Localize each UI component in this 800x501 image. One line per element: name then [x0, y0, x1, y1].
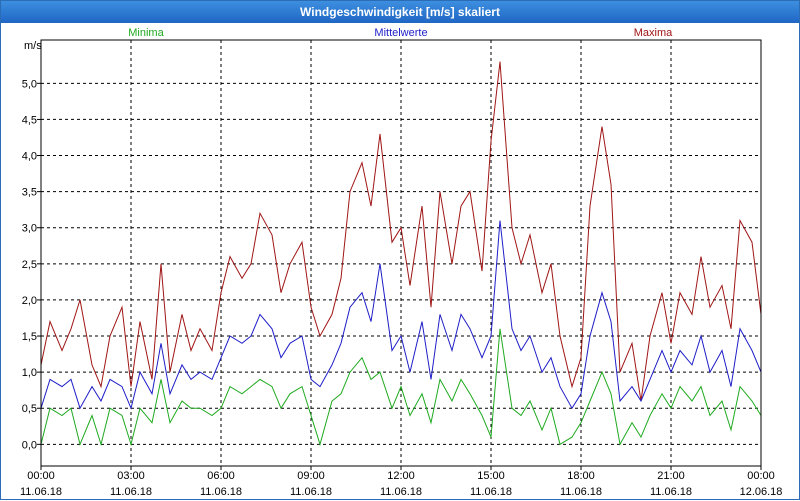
y-tick-label: 4,0	[22, 151, 37, 163]
x-tick-time: 03:00	[117, 470, 145, 482]
x-tick-date: 11.06.18	[110, 486, 152, 498]
x-tick-date: 11.06.18	[470, 486, 512, 498]
x-tick-date: 11.06.18	[200, 486, 242, 498]
y-tick-label: 3,0	[22, 223, 37, 235]
x-tick-time: 15:00	[477, 470, 505, 482]
y-axis: 0,0 0,5 1,0 1,5 2,0 2,5 3,0 3,5 4,0 4,5 5,0	[22, 78, 41, 451]
plot-frame	[40, 39, 762, 467]
y-tick-label: 2,0	[22, 295, 37, 307]
y-tick-label: 2,5	[22, 259, 37, 271]
x-tick-date: 12.06.18	[740, 486, 783, 498]
x-tick-date: 11.06.18	[290, 486, 332, 498]
legend-maxima: Maxima	[634, 27, 673, 39]
legend-minima: Minima	[128, 27, 164, 39]
series-lines	[40, 61, 762, 447]
y-tick-label: 0,0	[22, 439, 37, 451]
x-tick-time: 06:00	[207, 470, 235, 482]
y-tick-label: 1,0	[22, 367, 37, 379]
legend-mittelwerte: Mittelwerte	[374, 27, 427, 39]
x-tick-time: 18:00	[567, 470, 595, 482]
wind-speed-chart: m/s Minima Mittelwerte Maxima 0,0 0,5 1,0 1…	[20, 27, 782, 498]
x-tick-time: 00:00	[747, 470, 775, 482]
minima-line	[40, 328, 762, 447]
x-tick-time: 21:00	[657, 470, 685, 482]
mittelwerte-line	[40, 220, 762, 410]
grid	[41, 40, 761, 466]
y-tick-label: 0,5	[22, 403, 37, 415]
x-tick-time: 12:00	[387, 470, 415, 482]
x-tick-date: 11.06.18	[20, 486, 62, 498]
x-tick-date: 11.06.18	[560, 486, 602, 498]
y-axis-unit: m/s	[24, 40, 42, 52]
x-tick-date: 11.06.18	[650, 486, 692, 498]
y-tick-label: 1,5	[22, 331, 37, 343]
x-tick-time: 09:00	[297, 470, 325, 482]
y-tick-label: 4,5	[22, 114, 37, 126]
y-tick-label: 3,5	[22, 187, 37, 199]
x-tick-time: 00:00	[27, 470, 55, 482]
x-axis: 00:00 11.06.18 03:00 11.06.18 06:00 11.06.18 0…	[20, 466, 782, 498]
window-title: Windgeschwindigkeit [m/s] skaliert	[1, 1, 799, 23]
y-tick-label: 5,0	[22, 78, 37, 90]
x-tick-date: 11.06.18	[380, 486, 422, 498]
